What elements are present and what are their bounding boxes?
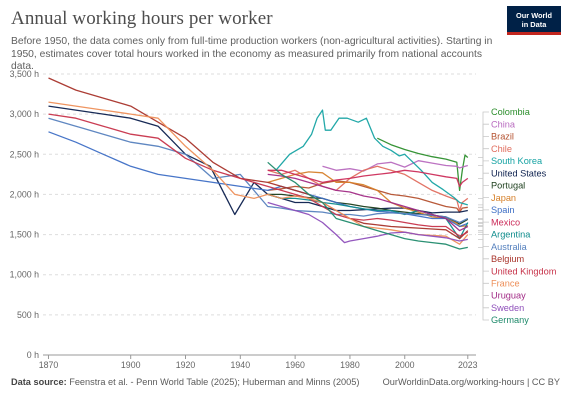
y-tick-label: 1,500 h bbox=[10, 230, 39, 240]
logo-accent-bar bbox=[507, 32, 561, 35]
series-line-germany bbox=[267, 161, 468, 250]
legend-connector bbox=[478, 231, 489, 272]
legend-label: Sweden bbox=[491, 303, 524, 313]
legend-connector bbox=[478, 209, 489, 224]
legend-label: Japan bbox=[491, 193, 516, 203]
x-tick-label: 1980 bbox=[340, 360, 360, 370]
legend-label: United States bbox=[491, 168, 547, 178]
legend-connector bbox=[478, 185, 489, 220]
y-tick-label: 500 h bbox=[17, 310, 39, 320]
chart-subtitle: Before 1950, the data comes only from fu… bbox=[11, 36, 493, 72]
series-line-mexico bbox=[267, 169, 469, 188]
legend-label: Spain bbox=[491, 205, 515, 215]
source-url-link[interactable]: OurWorldinData.org/working-hours | CC BY bbox=[382, 377, 560, 387]
legend-label: China bbox=[491, 119, 516, 129]
legend-connector bbox=[478, 247, 489, 321]
legend-label: South Korea bbox=[491, 156, 543, 166]
series-line-brazil bbox=[267, 180, 468, 213]
y-tick-label: 3,500 h bbox=[10, 69, 39, 79]
x-tick-label: 1870 bbox=[39, 360, 59, 370]
series-line-china bbox=[322, 160, 468, 172]
x-tick-label: 2000 bbox=[395, 360, 415, 370]
x-tick-label: 1900 bbox=[121, 360, 141, 370]
series-line-chile bbox=[267, 165, 469, 212]
data-source-text: Feenstra et al. - Penn World Table (2025… bbox=[66, 377, 360, 387]
x-tick-label: 1920 bbox=[176, 360, 196, 370]
legend-connector bbox=[478, 222, 489, 235]
y-tick-label: 3,000 h bbox=[10, 109, 39, 119]
legend-label: Mexico bbox=[491, 217, 520, 227]
legend-label: Belgium bbox=[491, 254, 525, 264]
series-line-spain bbox=[48, 131, 469, 228]
y-tick-label: 2,000 h bbox=[10, 189, 39, 199]
legend-connector bbox=[478, 111, 489, 158]
legend-label: Colombia bbox=[491, 107, 531, 117]
data-source-label: Data source: bbox=[11, 377, 67, 387]
legend-label: Uruguay bbox=[491, 291, 526, 301]
data-source: Data source: Feenstra et al. - Penn Worl… bbox=[11, 377, 359, 387]
logo-line-1: Our World bbox=[516, 11, 552, 20]
series-line-south-korea bbox=[275, 109, 468, 206]
legend-label: Germany bbox=[491, 315, 529, 325]
y-tick-label: 2,500 h bbox=[10, 149, 39, 159]
series-line-colombia bbox=[377, 137, 469, 192]
legend-connector bbox=[478, 123, 489, 166]
legend-label: Brazil bbox=[491, 132, 514, 142]
series-line-uruguay bbox=[267, 173, 469, 232]
legend-connector bbox=[478, 197, 489, 227]
series-line-united-states bbox=[48, 105, 468, 216]
series-line-sweden bbox=[267, 201, 468, 244]
x-tick-label: 2023 bbox=[458, 360, 478, 370]
legend-label: Chile bbox=[491, 144, 512, 154]
chart-title: Annual working hours per worker bbox=[11, 8, 273, 29]
legend-label: Australia bbox=[491, 242, 528, 252]
legend-connector bbox=[478, 136, 489, 208]
legend-connector bbox=[478, 226, 489, 296]
y-tick-label: 0 h bbox=[27, 350, 39, 360]
logo-line-2: in Data bbox=[521, 20, 547, 29]
legend-label: France bbox=[491, 278, 520, 288]
y-tick-label: 1,000 h bbox=[10, 270, 39, 280]
x-tick-label: 1940 bbox=[231, 360, 251, 370]
series-line-united-kingdom bbox=[48, 113, 469, 237]
owid-logo[interactable]: Our World in Data bbox=[507, 6, 561, 35]
x-tick-label: 1960 bbox=[285, 360, 305, 370]
legend-connector bbox=[478, 239, 489, 309]
legend-label: United Kingdom bbox=[491, 266, 557, 276]
series-line-australia bbox=[48, 117, 469, 224]
legend-label: Argentina bbox=[491, 230, 531, 240]
legend-label: Portugal bbox=[491, 181, 525, 191]
legend-connector bbox=[478, 178, 489, 223]
